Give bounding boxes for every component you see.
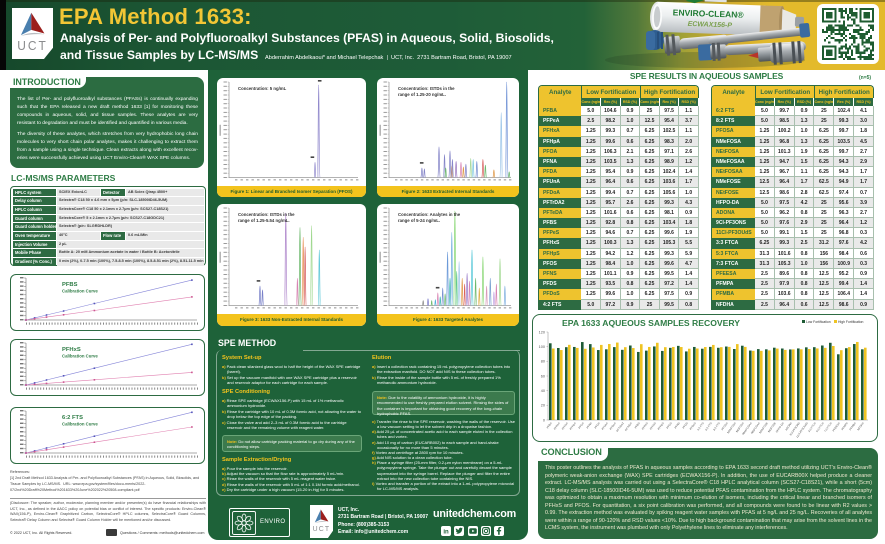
svg-text:EPA 1633 AQUEOUS SAMPLES RECOV: EPA 1633 AQUEOUS SAMPLES RECOVERY (562, 318, 740, 328)
svg-text:4:2 FTS: 4:2 FTS (696, 421, 705, 431)
svg-text:PFNA: PFNA (585, 421, 593, 429)
svg-text:PFBS: PFBS (634, 421, 641, 429)
svg-text:PFMPA: PFMPA (840, 421, 849, 431)
svg-text:8:2 FTS: 8:2 FTS (712, 421, 721, 431)
svg-text:0: 0 (543, 418, 545, 422)
svg-text:HFPO-DA: HFPO-DA (775, 421, 785, 433)
svg-text:PFUnA: PFUnA (601, 421, 609, 431)
svg-text:Concentration: ISTDs in the: Concentration: ISTDs in the (398, 86, 455, 91)
svg-text:ENVIRO-CLEAN®: ENVIRO-CLEAN® (673, 7, 745, 19)
svg-text:7:3 FTCA: 7:3 FTCA (823, 421, 833, 433)
svg-text:Calibration Curve: Calibration Curve (62, 289, 98, 294)
svg-text:PFPeS: PFPeS (641, 421, 649, 430)
svg-text:PFBA: PFBA (546, 421, 553, 429)
svg-text:PFTrDA2: PFTrDA2 (615, 421, 625, 433)
svg-text:PFHpA: PFHpA (569, 421, 577, 431)
svg-text:PFOSA: PFOSA (720, 421, 729, 431)
svg-text:NMeFOSA: NMeFOSA (726, 421, 737, 434)
svg-text:3:3 FTCA: 3:3 FTCA (807, 421, 817, 433)
svg-text:PFDS: PFDS (681, 421, 689, 429)
svg-text:PFEESA: PFEESA (831, 421, 840, 432)
svg-text:NFDHA: NFDHA (856, 421, 865, 431)
svg-text:range of 5-24 ng/mL.: range of 5-24 ng/mL. (398, 218, 440, 223)
svg-text:6:2 FTS: 6:2 FTS (704, 421, 713, 431)
svg-text:NEtFOSE: NEtFOSE (767, 421, 777, 433)
svg-text:in: in (443, 529, 449, 535)
svg-text:40: 40 (541, 389, 545, 393)
svg-text:20: 20 (541, 404, 545, 408)
svg-text:PFHxA: PFHxA (561, 421, 569, 430)
svg-text:PFNS: PFNS (673, 421, 681, 429)
svg-text:Concentration: ISTDs in the: Concentration: ISTDs in the (238, 212, 295, 217)
svg-text:Low Fortification: Low Fortification (806, 320, 831, 324)
svg-text:6:2 FTS: 6:2 FTS (62, 415, 83, 421)
svg-text:PFMBA: PFMBA (848, 421, 857, 431)
svg-text:PFDoA: PFDoA (609, 421, 617, 431)
svg-text:NEtFOSA: NEtFOSA (735, 421, 745, 433)
svg-text:range of 1.25-20 ng/mL.: range of 1.25-20 ng/mL. (398, 92, 446, 97)
svg-text:PFPeA: PFPeA (553, 421, 561, 430)
svg-text:100: 100 (539, 345, 545, 349)
svg-text:NMeFOSE: NMeFOSE (758, 421, 769, 434)
svg-text:PFHpS: PFHpS (657, 421, 665, 431)
svg-text:PFHxS: PFHxS (62, 347, 81, 353)
svg-text:PFOA: PFOA (577, 421, 585, 429)
svg-text:PFBS: PFBS (62, 282, 78, 288)
svg-text:High Fortification: High Fortification (838, 320, 864, 324)
svg-text:Concentration: Analytes in the: Concentration: Analytes in the (398, 212, 461, 217)
svg-text:PFHxS: PFHxS (649, 421, 657, 430)
svg-text:120: 120 (539, 330, 545, 334)
svg-text:range of 1.25-5.54 ng/mL.: range of 1.25-5.54 ng/mL. (238, 218, 290, 223)
svg-text:PFDoS: PFDoS (689, 421, 697, 431)
svg-text:ADONA: ADONA (784, 421, 793, 431)
svg-text:PFTeDA: PFTeDA (624, 421, 633, 432)
svg-text:PFDA: PFDA (593, 421, 601, 429)
svg-text:UCT: UCT (313, 524, 331, 533)
svg-text:60: 60 (541, 374, 545, 378)
svg-text:Calibration Curve: Calibration Curve (62, 422, 98, 427)
svg-text:NMeFOSAA: NMeFOSAA (741, 421, 753, 436)
svg-text:Calibration Curve: Calibration Curve (62, 354, 98, 359)
svg-text:NEtFOSAA: NEtFOSAA (750, 421, 761, 435)
svg-text:ECWAX156-P: ECWAX156-P (688, 21, 733, 30)
svg-text:Concentration: 5 ng/mL: Concentration: 5 ng/mL (238, 86, 287, 91)
svg-text:PFOS: PFOS (665, 421, 673, 429)
svg-text:UCT: UCT (17, 39, 48, 54)
svg-text:80: 80 (541, 360, 545, 364)
svg-text:5:3 FTCA: 5:3 FTCA (815, 421, 825, 433)
